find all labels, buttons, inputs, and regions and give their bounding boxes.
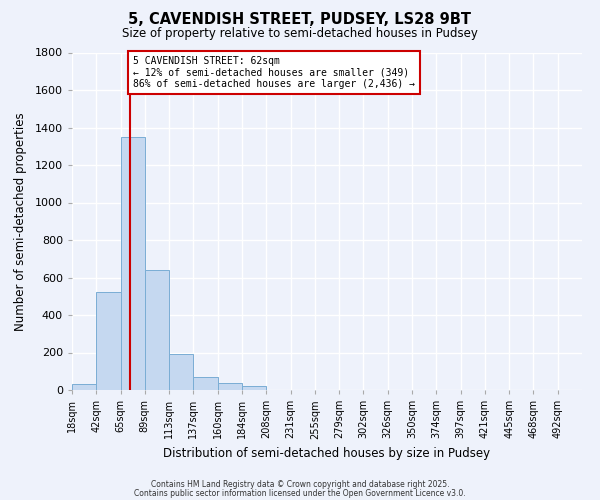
Bar — [96, 292, 121, 390]
Text: 5 CAVENDISH STREET: 62sqm
← 12% of semi-detached houses are smaller (349)
86% of: 5 CAVENDISH STREET: 62sqm ← 12% of semi-… — [133, 56, 415, 90]
Bar — [242, 386, 266, 390]
Text: 5, CAVENDISH STREET, PUDSEY, LS28 9BT: 5, CAVENDISH STREET, PUDSEY, LS28 9BT — [128, 12, 472, 28]
Bar — [72, 384, 96, 390]
Bar — [218, 384, 242, 390]
Text: Contains public sector information licensed under the Open Government Licence v3: Contains public sector information licen… — [134, 488, 466, 498]
X-axis label: Distribution of semi-detached houses by size in Pudsey: Distribution of semi-detached houses by … — [163, 447, 491, 460]
Text: Contains HM Land Registry data © Crown copyright and database right 2025.: Contains HM Land Registry data © Crown c… — [151, 480, 449, 489]
Bar — [145, 270, 169, 390]
Bar — [121, 137, 145, 390]
Y-axis label: Number of semi-detached properties: Number of semi-detached properties — [14, 112, 26, 330]
Bar — [169, 354, 193, 390]
Bar — [193, 377, 218, 390]
Text: Size of property relative to semi-detached houses in Pudsey: Size of property relative to semi-detach… — [122, 28, 478, 40]
